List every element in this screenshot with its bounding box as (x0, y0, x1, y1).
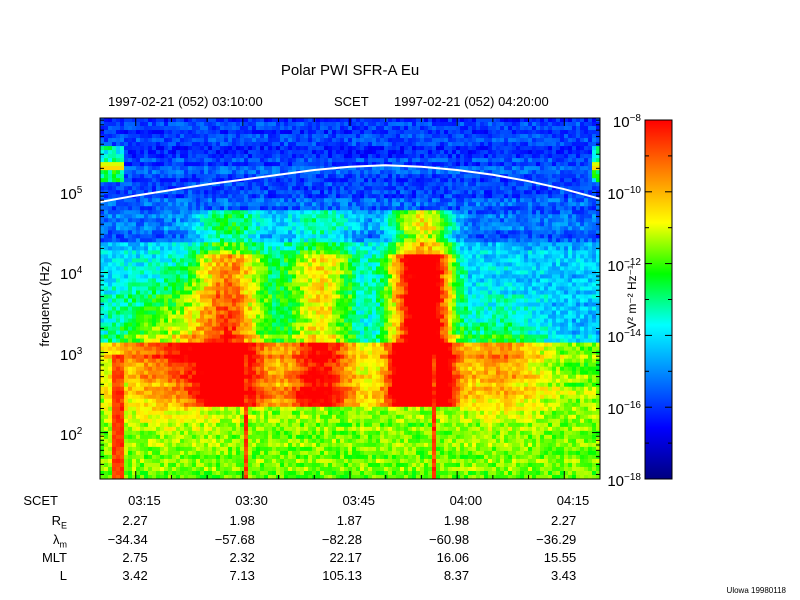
ephemeris-label-main: λ (53, 532, 60, 547)
y-tick-exponent: 4 (76, 265, 83, 277)
header-start-time: 1997-02-21 (052) 03:10:00 (108, 94, 263, 109)
colorbar-tick-exponent: −12 (624, 256, 641, 268)
chart-title: Polar PWI SFR-A Eu (280, 62, 420, 79)
y-tick-base: 10 (60, 266, 77, 284)
ephemeris-value: 2.75 (122, 550, 148, 565)
ephemeris-value: 2.32 (229, 550, 255, 565)
y-tick-label: 105 (60, 184, 82, 202)
colorbar-label: V² m⁻² Hz⁻¹ (625, 265, 639, 329)
colorbar-tick-label: 10−18 (605, 471, 641, 489)
ephemeris-row-label: L (59, 568, 67, 583)
ephemeris-row-label: SCET (23, 493, 58, 508)
y-tick-exponent: 3 (76, 345, 83, 357)
y-axis-label: frequency (Hz) (37, 261, 52, 347)
ephemeris-value: 2.27 (122, 513, 148, 528)
ephemeris-value: −57.68 (214, 532, 255, 547)
colorbar (644, 119, 673, 480)
colorbar-tick-base: 10 (607, 329, 625, 347)
ephemeris-value: 03:15 (128, 493, 161, 508)
colorbar-tick-exponent: −10 (624, 184, 641, 196)
y-tick-base: 10 (60, 346, 77, 364)
ephemeris-value: 16.06 (436, 550, 470, 565)
y-tick-label: 103 (60, 345, 82, 363)
colorbar-tick-label: 10−8 (605, 112, 641, 130)
y-tick-label: 104 (60, 264, 82, 282)
colorbar-tick-exponent: −18 (624, 472, 641, 483)
ephemeris-label-sub: m (59, 539, 68, 550)
ephemeris-value: −34.34 (107, 532, 148, 547)
ephemeris-value: 105.13 (322, 568, 362, 583)
y-tick-base: 10 (60, 426, 77, 444)
y-tick-exponent: 5 (76, 185, 83, 197)
ephemeris-label-sub: E (60, 520, 67, 531)
colorbar-tick-exponent: −8 (629, 113, 641, 124)
colorbar-tick-base: 10 (612, 114, 630, 131)
ephemeris-value: 04:00 (449, 493, 483, 508)
colorbar-tick-base: 10 (607, 473, 625, 490)
ephemeris-row-label: λm (0, 533, 67, 552)
ephemeris-value: −82.28 (321, 532, 362, 547)
y-tick-exponent: 2 (76, 425, 83, 437)
y-tick-base: 10 (60, 186, 77, 204)
ephemeris-value: 03:45 (342, 493, 375, 508)
colorbar-tick-label: 10−16 (605, 399, 641, 417)
colorbar-tick-label: 10−12 (605, 256, 641, 274)
colorbar-tick-label: 10−10 (605, 184, 641, 202)
ephemeris-value: 3.43 (550, 568, 577, 583)
ephemeris-value: 04:15 (556, 493, 590, 508)
ephemeris-value: 3.42 (122, 568, 148, 583)
ephemeris-value: 1.87 (336, 513, 362, 528)
header-scet-label: SCET (334, 94, 369, 109)
ephemeris-value: 1.98 (229, 513, 255, 528)
colorbar-tick-exponent: −16 (624, 400, 641, 412)
header-end-time: 1997-02-21 (052) 04:20:00 (394, 94, 549, 109)
ephemeris-value: 8.37 (443, 568, 470, 583)
credit-label: Ulowa 19980118 (726, 586, 786, 595)
ephemeris-value: 15.55 (543, 550, 577, 565)
ephemeris-label-main: R (51, 513, 61, 528)
colorbar-tick-base: 10 (607, 185, 625, 203)
ephemeris-row-label: MLT (41, 550, 67, 565)
ephemeris-value: −36.29 (536, 532, 577, 547)
ephemeris-value: 22.17 (329, 550, 362, 565)
ephemeris-value: 03:30 (235, 493, 268, 508)
colorbar-tick-base: 10 (607, 257, 625, 275)
colorbar-tick-base: 10 (607, 401, 625, 419)
gyrofrequency-line (100, 164, 600, 203)
colorbar-tick-label: 10−14 (605, 327, 641, 345)
y-tick-label: 102 (60, 425, 82, 443)
spectrogram-image (100, 118, 600, 479)
ephemeris-value: 2.27 (550, 513, 577, 528)
ephemeris-value: −60.98 (429, 532, 470, 547)
ephemeris-value: 1.98 (443, 513, 470, 528)
ephemeris-row-label: RE (0, 514, 67, 533)
ephemeris-value: 7.13 (229, 568, 255, 583)
colorbar-tick-exponent: −14 (624, 328, 641, 340)
